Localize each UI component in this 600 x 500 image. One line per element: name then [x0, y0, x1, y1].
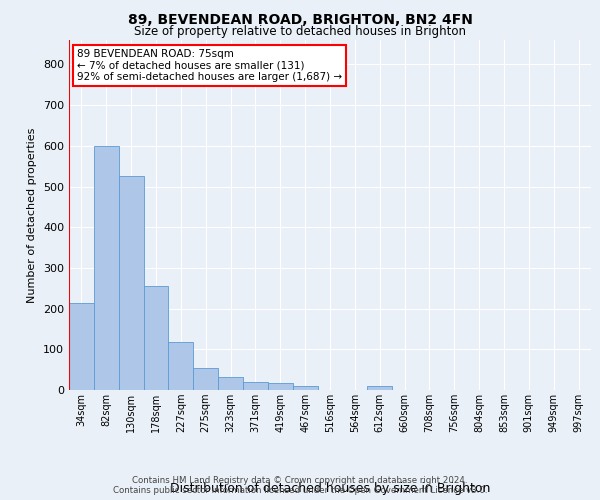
Bar	[367, 386, 392, 390]
Y-axis label: Number of detached properties: Number of detached properties	[28, 128, 37, 302]
Text: Contains HM Land Registry data © Crown copyright and database right 2024.: Contains HM Land Registry data © Crown c…	[132, 476, 468, 485]
Bar	[218, 377, 243, 390]
Bar	[143, 286, 169, 390]
X-axis label: Distribution of detached houses by size in Brighton: Distribution of detached houses by size …	[170, 482, 490, 496]
Text: 89, BEVENDEAN ROAD, BRIGHTON, BN2 4FN: 89, BEVENDEAN ROAD, BRIGHTON, BN2 4FN	[128, 12, 472, 26]
Bar	[293, 386, 317, 390]
Text: Contains public sector information licensed under the Open Government Licence v3: Contains public sector information licen…	[113, 486, 487, 495]
Bar	[69, 302, 94, 390]
Bar	[119, 176, 143, 390]
Bar	[94, 146, 119, 390]
Text: Size of property relative to detached houses in Brighton: Size of property relative to detached ho…	[134, 25, 466, 38]
Bar	[243, 382, 268, 390]
Bar	[193, 368, 218, 390]
Text: 89 BEVENDEAN ROAD: 75sqm
← 7% of detached houses are smaller (131)
92% of semi-d: 89 BEVENDEAN ROAD: 75sqm ← 7% of detache…	[77, 49, 342, 82]
Bar	[268, 383, 293, 390]
Bar	[169, 342, 193, 390]
